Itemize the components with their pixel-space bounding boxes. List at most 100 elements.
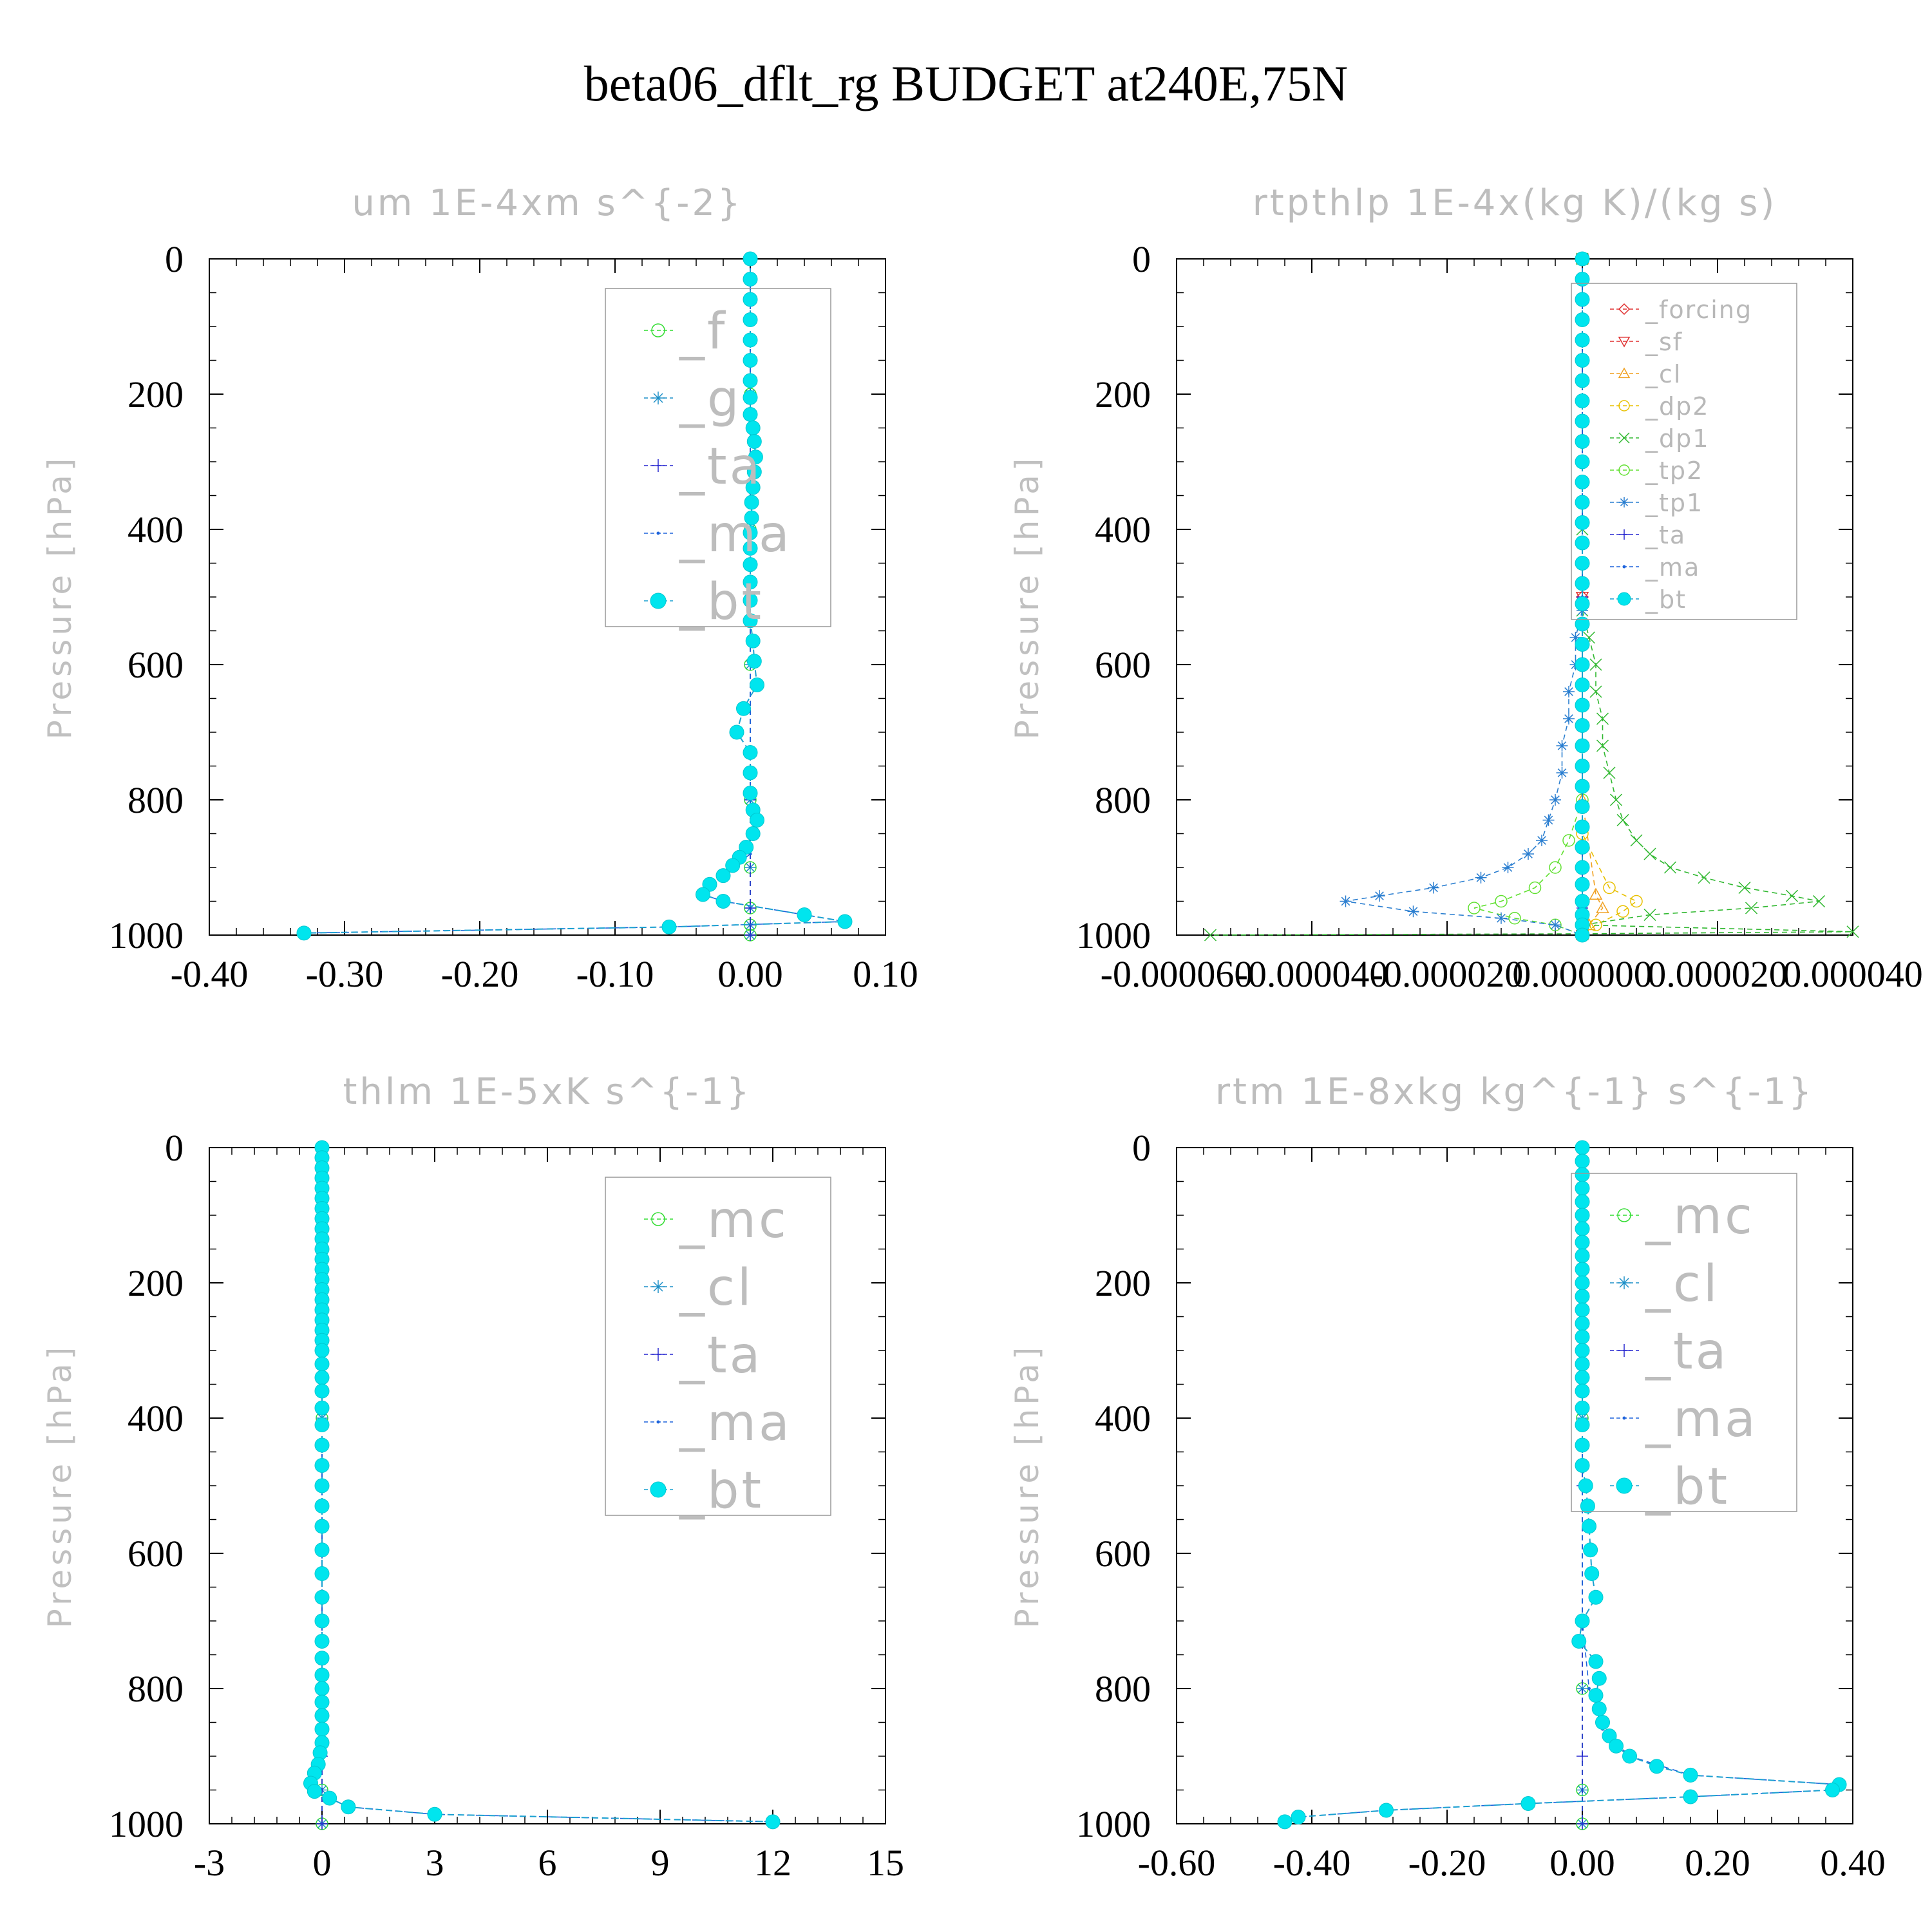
data-point: [1663, 861, 1677, 874]
y-tick-label: 600: [1095, 1533, 1151, 1575]
x-tick-label: 0.000000: [1512, 953, 1653, 995]
data-point: [1575, 1613, 1590, 1629]
data-point: [314, 1343, 330, 1358]
x-tick-label: 0.00: [717, 953, 783, 995]
y-tick-label: 1000: [1076, 914, 1151, 956]
y-tick-label: 0: [1132, 238, 1151, 280]
chart-panel-2: rtpthlp 1E-4x(kg K)/(kg s) Pressure [hPa]…: [1009, 182, 1923, 995]
x-tick-label: 0.000040: [1783, 953, 1923, 995]
data-point: [1582, 1519, 1596, 1534]
data-point: [1277, 1814, 1293, 1830]
y-axis-label: Pressure [hPa]: [41, 1343, 79, 1629]
data-point: [1575, 434, 1590, 449]
data-point: [743, 765, 758, 781]
legend-label: _bt: [679, 573, 764, 631]
data-point: [1575, 1417, 1590, 1432]
data-point: [1575, 535, 1590, 551]
data-point: [1575, 454, 1590, 469]
legend-box: [1571, 1173, 1797, 1512]
data-point: [748, 450, 763, 465]
x-tick-label: 0.000020: [1647, 953, 1788, 995]
legend-label: _ma: [1645, 1390, 1758, 1448]
legend-label: _cl: [1645, 1255, 1720, 1313]
data-point: [314, 1370, 330, 1385]
y-tick-label: 1000: [109, 914, 184, 956]
legend-item: _ta: [644, 438, 760, 496]
chart-title: thlm 1E-5xK s^{-1}: [343, 1071, 752, 1113]
data-point: [1616, 905, 1629, 918]
chart-title: um 1E-4xm s^{-2}: [352, 182, 743, 224]
data-point: [1587, 1687, 1591, 1690]
legend-label: _bt: [679, 1462, 764, 1520]
data-point: [1340, 895, 1352, 907]
data-point: [1575, 697, 1590, 713]
y-tick-label: 200: [128, 374, 184, 415]
data-point: [1468, 902, 1481, 914]
data-point: [1575, 1458, 1590, 1473]
data-point: [746, 464, 762, 480]
data-point: [1578, 1478, 1593, 1493]
data-point: [1591, 1701, 1607, 1716]
data-point: [1575, 779, 1590, 794]
data-point: [765, 1814, 781, 1830]
series_dp1: [1204, 252, 1859, 942]
x-tick-label: 6: [538, 1842, 557, 1884]
series_bt: [296, 251, 853, 941]
data-point: [314, 1613, 330, 1629]
data-point: [797, 907, 812, 922]
legend-item: _cl: [644, 1259, 752, 1317]
data-point: [1825, 1783, 1840, 1797]
legend-label: _sf: [1645, 328, 1683, 356]
x-tick-label: 9: [651, 1842, 670, 1884]
data-point: [314, 1499, 330, 1513]
data-point: [1575, 1180, 1590, 1196]
legend-label: _tp1: [1645, 489, 1703, 517]
data-point: [746, 434, 762, 449]
legend-item: _bt: [1610, 1458, 1730, 1516]
data-point: [1575, 819, 1590, 835]
legend-item: _ta: [1610, 521, 1685, 549]
chart-title: rtm 1E-8xkg kg^{-1} s^{-1}: [1215, 1071, 1814, 1113]
data-point: [1609, 1738, 1624, 1754]
data-point: [743, 272, 758, 287]
data-point: [745, 633, 761, 649]
data-point: [1575, 1275, 1590, 1291]
data-point: [1575, 1437, 1590, 1453]
data-point: [1575, 332, 1590, 348]
data-point: [314, 1478, 330, 1493]
legend-item: _mc: [1610, 1188, 1752, 1245]
plot-frame: [1176, 258, 1853, 936]
data-point: [1575, 576, 1590, 591]
legend-box: [605, 288, 831, 627]
y-tick-label: 800: [128, 1668, 184, 1710]
data-point: [1575, 373, 1590, 388]
data-point: [1575, 1400, 1590, 1416]
data-point: [1591, 1671, 1607, 1686]
data-point: [322, 1790, 337, 1806]
legend-label: _bt: [1645, 1458, 1730, 1516]
legend: _mc _cl _ta _ma _bt: [605, 1177, 831, 1520]
data-point: [744, 929, 756, 941]
data-point: [1575, 759, 1590, 773]
data-point: [1374, 890, 1385, 902]
data-point: [1575, 475, 1590, 489]
data-point: [307, 1784, 322, 1799]
data-point: [744, 510, 759, 526]
y-axis-label: Pressure [hPa]: [1009, 455, 1046, 740]
series-line: [1284, 1148, 1841, 1823]
x-tick-label: -0.10: [576, 953, 654, 995]
legend-item: _tp2: [1610, 457, 1702, 485]
data-point: [743, 592, 758, 608]
x-tick-label: -0.30: [306, 953, 384, 995]
data-point: [1556, 767, 1568, 779]
data-point: [1575, 616, 1590, 632]
data-point: [1495, 912, 1507, 924]
data-point: [715, 894, 731, 909]
y-tick-label: 800: [1095, 1668, 1151, 1710]
data-point: [743, 373, 758, 388]
data-point: [314, 1356, 330, 1372]
chart-panel-1: um 1E-4xm s^{-2} Pressure [hPa] -0.40 -0.30…: [41, 182, 918, 995]
legend-item: _bt: [644, 1462, 764, 1520]
data-point: [1643, 848, 1656, 860]
data-point: [1575, 738, 1590, 753]
